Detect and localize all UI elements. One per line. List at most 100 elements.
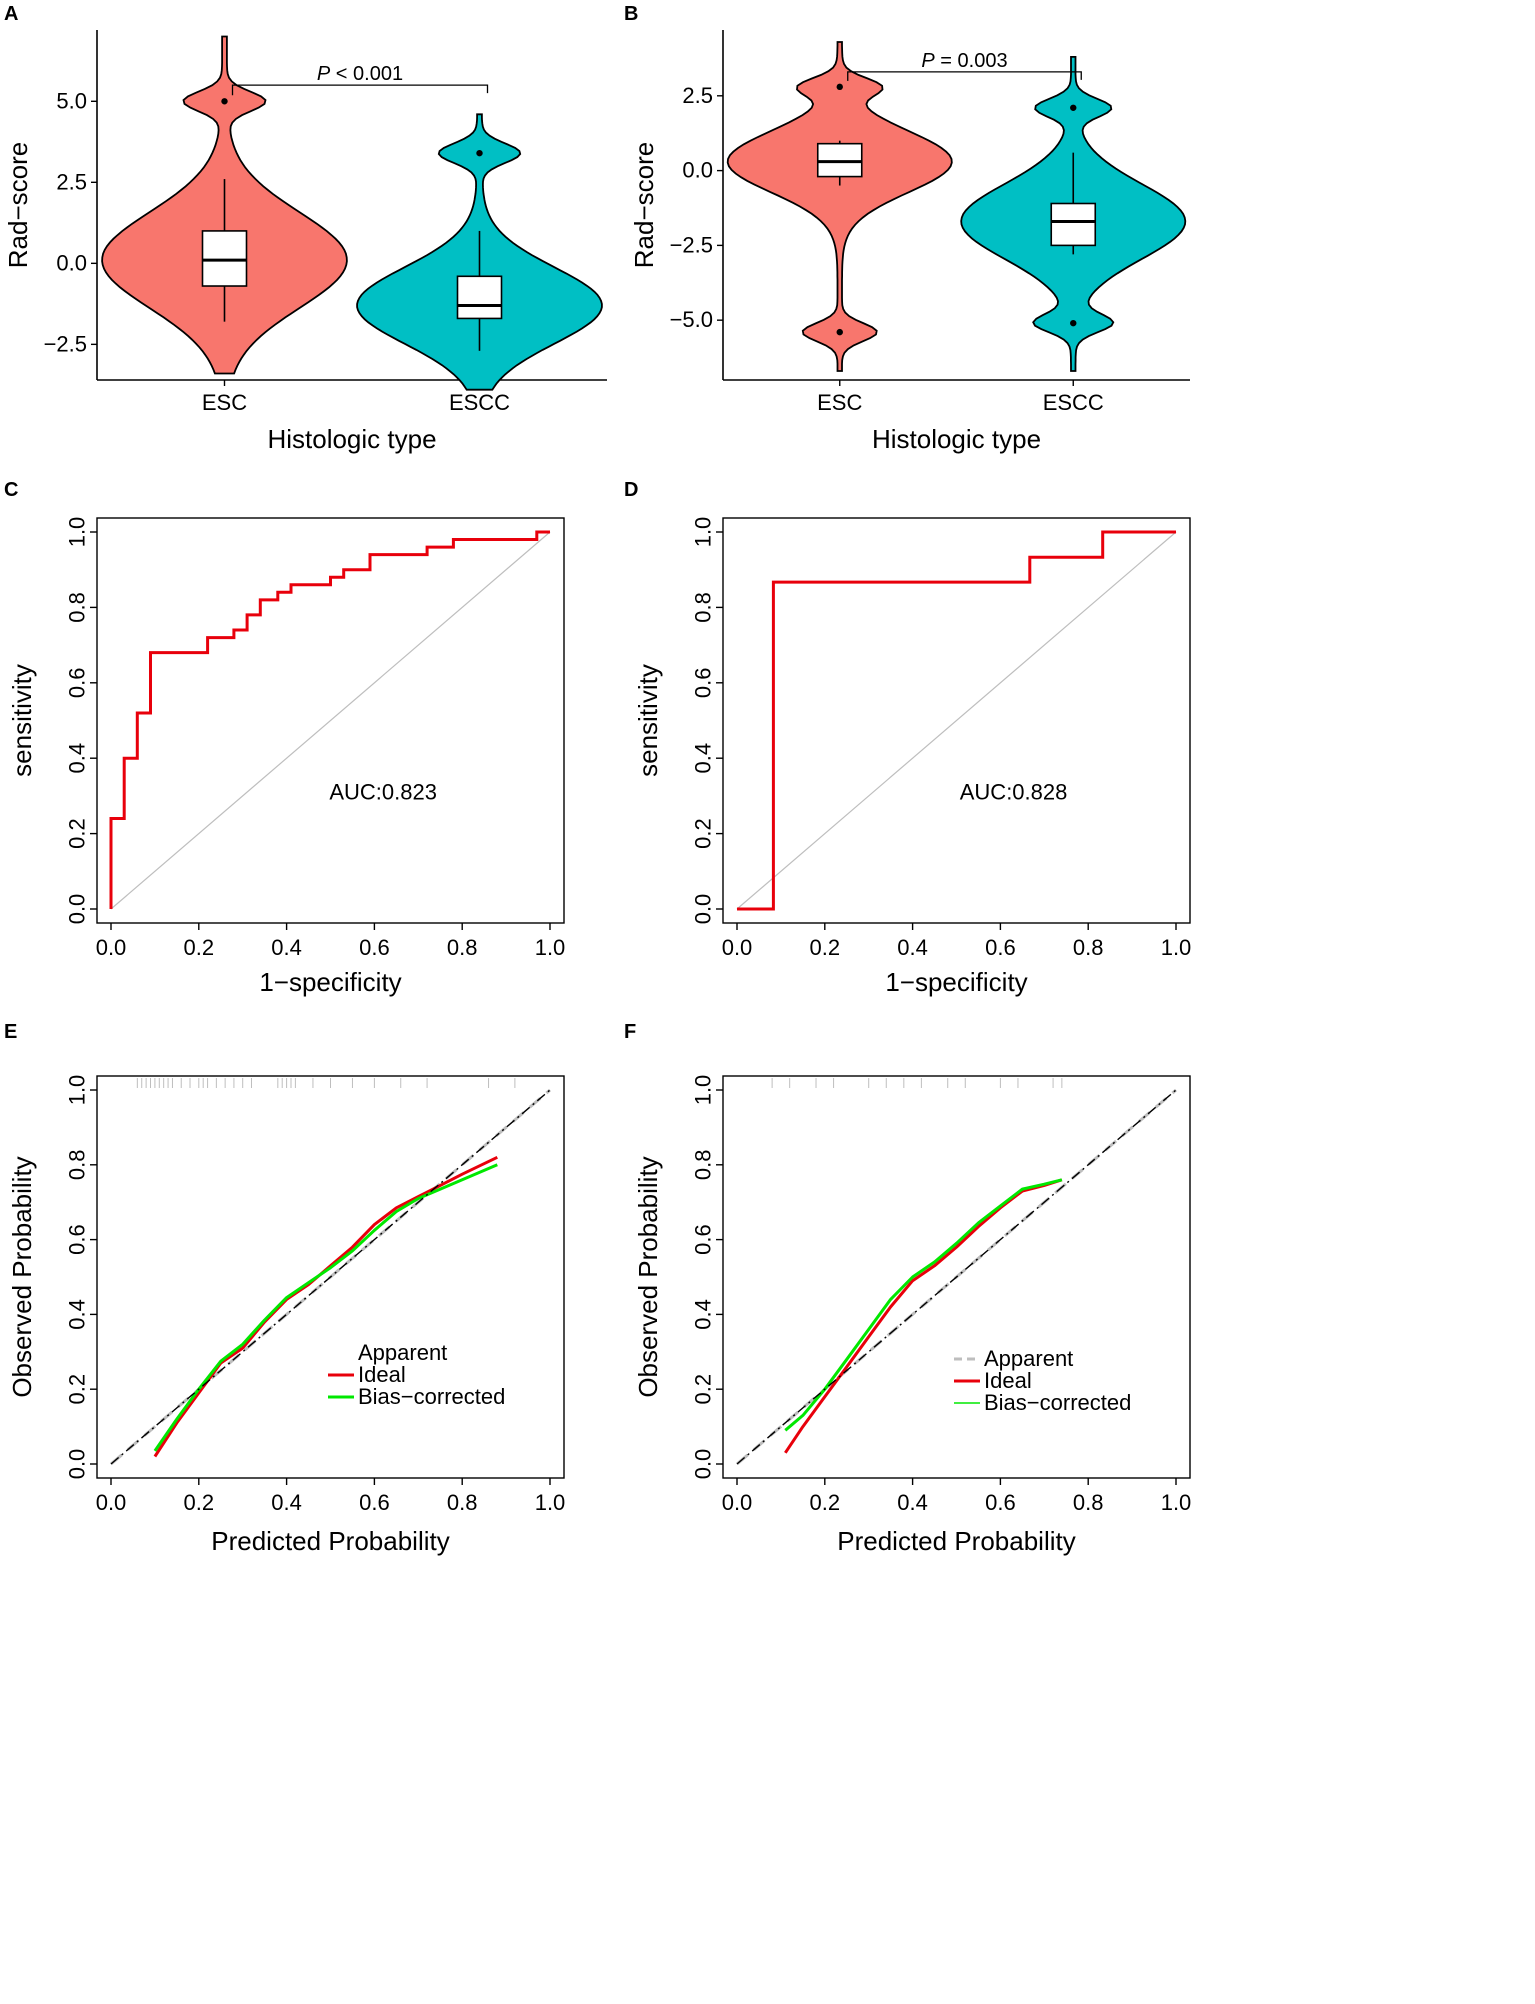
x-tick-label: 1.0	[1161, 935, 1192, 960]
outlier-point	[1070, 319, 1077, 327]
panel-label: E	[4, 1021, 17, 1043]
box	[456, 275, 503, 320]
y-tick-label: −2.5	[44, 331, 87, 356]
series-bias-corrected	[153, 1163, 498, 1452]
x-tick-label: 0.8	[447, 935, 478, 960]
x-tick-label: 0.2	[184, 935, 215, 960]
y-tick-label: 0.8	[65, 1150, 90, 1181]
x-tick-label: 0.6	[985, 935, 1016, 960]
y-tick-label: 0.2	[691, 1374, 716, 1405]
x-tick-label: 0.0	[722, 1490, 753, 1515]
x-tick-label: 0.4	[271, 1490, 302, 1515]
x-tick-label: ESCC	[1043, 390, 1104, 415]
roc-curve	[737, 530, 1176, 911]
panel-e: E 0.00.0 0.2 0.2 0.4 0.4 0.6 0.6 0.8 0.8 1.0 1.0 Pre…	[4, 1021, 565, 1556]
x-tick-label: 0.8	[1073, 935, 1104, 960]
plot-frame	[722, 1075, 1191, 1479]
panel-d: D 0.00.0 0.2 0.2 0.4 0.4 0.6 0.6 0.8 0.8 1.0 1.0 1−s…	[624, 479, 1191, 997]
outlier-point	[836, 83, 843, 91]
x-tick-label: 0.0	[96, 935, 127, 960]
panel-label: A	[4, 3, 18, 25]
x-tick-label: 0.4	[897, 935, 928, 960]
panel-a: A −2.5 0.0 2.5 5.0 ESC ESCC Histologic type Rad−…	[3, 3, 607, 454]
x-tick-label: 0.6	[985, 1490, 1016, 1515]
x-tick-label: 0.8	[447, 1490, 478, 1515]
y-tick-label: 1.0	[691, 517, 716, 548]
legend-entry: Ideal	[984, 1368, 1032, 1393]
y-tick-label: 0.6	[65, 1224, 90, 1255]
significance-bracket	[231, 84, 489, 96]
outlier-point	[1070, 104, 1077, 111]
x-tick-label: 0.8	[1073, 1490, 1104, 1515]
x-tick-label: ESC	[817, 390, 862, 415]
y-tick-label: 0.2	[691, 818, 716, 849]
y-tick-label: 0.4	[691, 1299, 716, 1330]
y-tick-label: 2.5	[682, 83, 713, 108]
y-tick-label: −5.0	[670, 307, 713, 332]
outlier-point	[221, 98, 228, 105]
x-axis-title: 1−specificity	[885, 967, 1027, 997]
legend-entry: Bias−corrected	[984, 1390, 1131, 1415]
auc-label: AUC:0.828	[960, 780, 1068, 805]
x-axis-title: 1−specificity	[259, 967, 401, 997]
plot-frame	[96, 517, 565, 924]
x-tick-label: 0.2	[184, 1490, 215, 1515]
auc-label: AUC:0.823	[329, 780, 437, 805]
y-tick-label: 0.6	[691, 1224, 716, 1255]
y-tick-label: 0.8	[691, 1150, 716, 1181]
x-tick-label: 1.0	[535, 935, 566, 960]
x-axis-title: Predicted Probability	[837, 1526, 1075, 1556]
plot-frame	[722, 517, 1191, 924]
plot-frame	[96, 1075, 565, 1479]
y-axis-title: Observed Probability	[7, 1156, 37, 1397]
x-tick-label: ESCC	[449, 390, 510, 415]
x-tick-label: 0.0	[96, 1490, 127, 1515]
roc-curve	[109, 530, 550, 909]
x-tick-label: 1.0	[1161, 1490, 1192, 1515]
x-tick-label: 0.6	[359, 1490, 390, 1515]
y-tick-label: 1.0	[691, 1075, 716, 1106]
x-tick-label: ESC	[202, 390, 247, 415]
diagonal-reference	[736, 531, 1177, 910]
x-tick-label: 0.6	[359, 935, 390, 960]
y-tick-label: 1.0	[65, 517, 90, 548]
panel-f: F 0.00.0 0.2 0.2 0.4 0.4 0.6 0.6 0.8 0.8 1.0 1.0 Pre…	[624, 1021, 1191, 1556]
y-tick-label: 0.0	[682, 158, 713, 183]
x-tick-label: 0.4	[897, 1490, 928, 1515]
p-text: < 0.001	[330, 63, 403, 85]
series-ideal	[153, 1155, 498, 1458]
y-tick-label: 5.0	[56, 88, 87, 113]
p-value-label: P < 0.001	[317, 63, 403, 85]
y-tick-label: 0.0	[56, 250, 87, 275]
panel-label: D	[624, 479, 638, 501]
y-tick-label: 0.4	[691, 743, 716, 774]
series-bias-corrected	[784, 1178, 1063, 1432]
x-tick-label: 0.2	[810, 1490, 841, 1515]
y-axis-title: sensitivity	[7, 664, 37, 777]
y-tick-label: 1.0	[65, 1075, 90, 1106]
y-tick-label: 0.8	[65, 592, 90, 623]
y-tick-label: −2.5	[670, 232, 713, 257]
y-tick-label: 2.5	[56, 169, 87, 194]
x-tick-label: 1.0	[535, 1490, 566, 1515]
y-tick-label: 0.8	[691, 592, 716, 623]
panel-c: C 0.00.0 0.2 0.2 0.4 0.4 0.6 0.6 0.8 0.8 1.0 1.0 1−s…	[4, 479, 565, 997]
x-axis-title: Histologic type	[872, 424, 1041, 454]
significance-bracket	[847, 71, 1082, 81]
p-text: = 0.003	[935, 50, 1008, 72]
violin-esc	[726, 41, 953, 372]
y-tick-label: 0.6	[65, 668, 90, 699]
y-tick-label: 0.0	[691, 1449, 716, 1480]
panel-label: F	[624, 1021, 636, 1043]
x-axis-title: Predicted Probability	[211, 1526, 449, 1556]
y-axis-title: Observed Probability	[633, 1156, 663, 1397]
y-tick-label: 0.0	[65, 1449, 90, 1480]
panel-label: B	[624, 3, 638, 25]
series-reference	[736, 1089, 1177, 1465]
box	[201, 230, 248, 287]
x-tick-label: 0.2	[810, 935, 841, 960]
